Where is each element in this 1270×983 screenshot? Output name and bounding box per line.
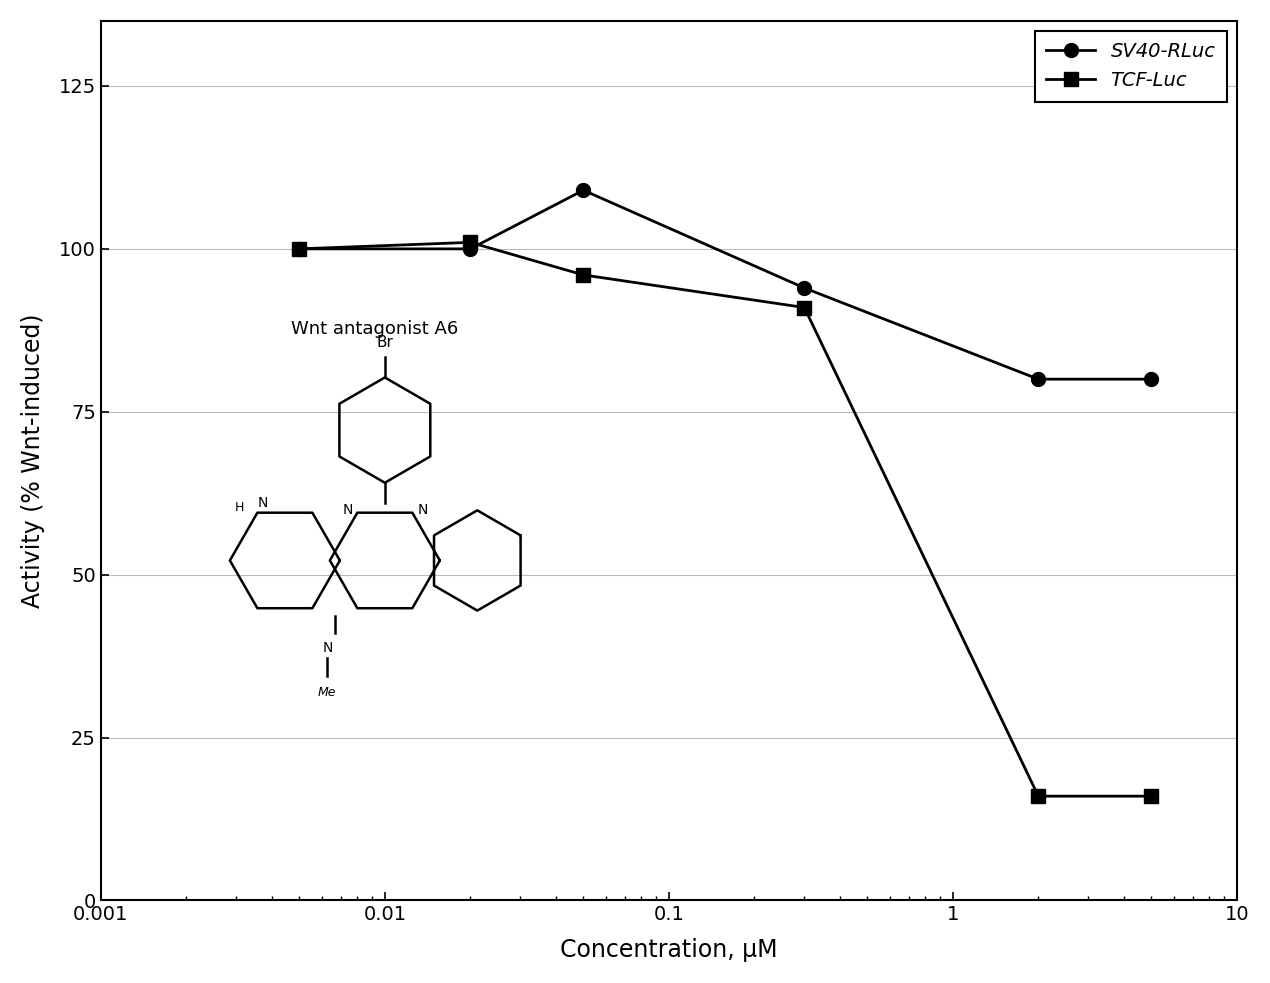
SV40-RLuc (292, 243, 307, 255)
TCF-Luc (292, 243, 307, 255)
TCF-Luc (1031, 790, 1046, 802)
Legend: SV40-RLuc, TCF-Luc: SV40-RLuc, TCF-Luc (1035, 30, 1227, 101)
Line: TCF-Luc: TCF-Luc (292, 235, 1158, 803)
SV40-RLuc (1031, 374, 1046, 385)
Y-axis label: Activity (% Wnt-induced): Activity (% Wnt-induced) (20, 314, 44, 607)
SV40-RLuc (462, 243, 478, 255)
TCF-Luc (796, 302, 812, 314)
TCF-Luc (1144, 790, 1160, 802)
TCF-Luc (575, 269, 591, 281)
TCF-Luc (462, 237, 478, 249)
SV40-RLuc (1144, 374, 1160, 385)
SV40-RLuc (796, 282, 812, 294)
SV40-RLuc (575, 185, 591, 197)
X-axis label: Concentration, μM: Concentration, μM (560, 938, 777, 962)
Line: SV40-RLuc: SV40-RLuc (292, 183, 1158, 386)
